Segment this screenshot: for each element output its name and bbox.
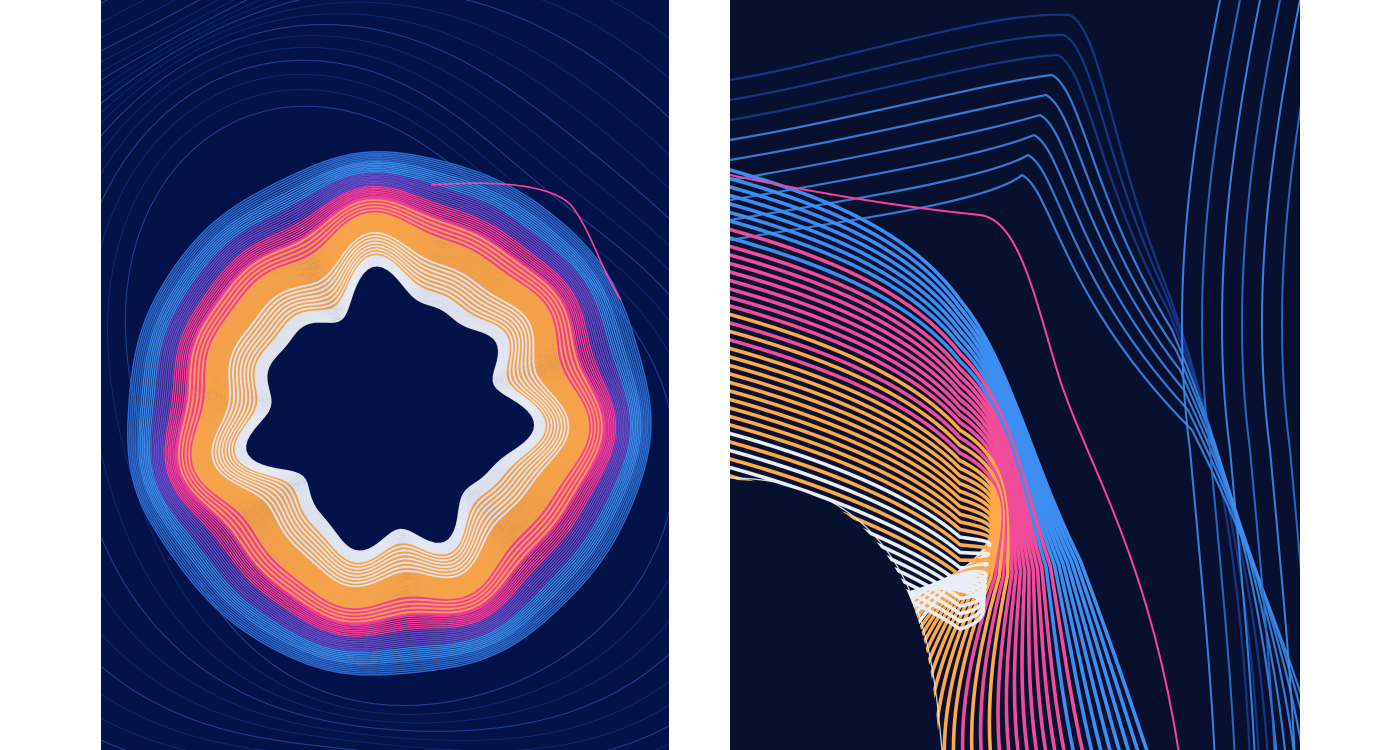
ring-artwork-panel <box>101 0 669 750</box>
upper-contour-lines <box>730 13 1300 750</box>
pink-tail-line <box>430 182 622 301</box>
ring-closeup-artwork-canvas <box>730 0 1300 750</box>
right-vertical-lines <box>1180 0 1300 750</box>
ring-hole <box>253 273 527 545</box>
pocket-edge-line <box>730 477 943 750</box>
ring-closeup-artwork-panel <box>730 0 1300 750</box>
background-swirl-lines <box>101 0 669 750</box>
wavy-ring-lines <box>127 151 652 676</box>
lower-left-pocket <box>730 480 940 750</box>
pink-accent-line <box>730 174 1180 750</box>
ring-artwork-canvas <box>101 0 669 750</box>
